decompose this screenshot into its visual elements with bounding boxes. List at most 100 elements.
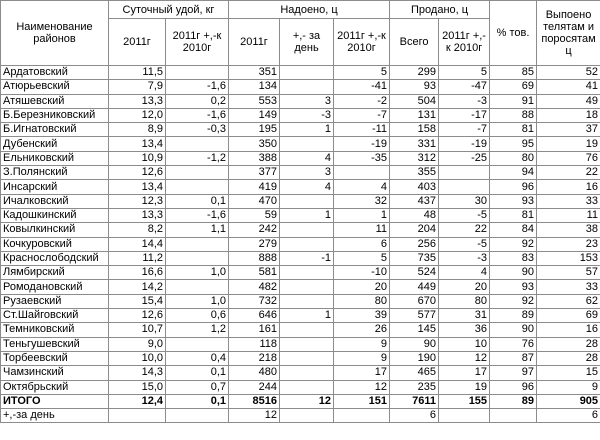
report-table: Наименование районов Суточный удой, кг Н… <box>0 0 600 424</box>
value-cell <box>165 336 229 352</box>
value-cell <box>279 193 334 209</box>
value-cell: 299 <box>389 64 440 81</box>
value-cell: -3 <box>279 107 334 124</box>
district-cell: Кочкуровский <box>0 236 109 252</box>
value-cell <box>165 236 229 252</box>
value-cell: 84 <box>489 222 538 238</box>
value-cell: 8,2 <box>108 222 166 238</box>
value-cell: 4 <box>438 265 491 281</box>
value-cell: 5 <box>438 64 491 81</box>
value-cell: 41 <box>536 79 600 95</box>
value-cell: -5 <box>438 207 491 224</box>
value-cell: 11 <box>536 207 600 224</box>
value-cell: 449 <box>389 279 440 295</box>
value-cell: 732 <box>228 293 280 310</box>
value-cell: -19 <box>438 136 491 152</box>
value-cell: 553 <box>228 93 280 109</box>
value-cell <box>332 165 391 181</box>
table-row: Кочкуровский 14,4 279 6 256 -5 92 23 <box>0 236 600 252</box>
value-cell: 26 <box>332 322 391 338</box>
value-cell: 11,2 <box>108 250 166 267</box>
value-cell: 22 <box>536 165 600 181</box>
value-cell: 6 <box>536 408 600 424</box>
value-cell: -1,6 <box>165 79 229 95</box>
value-cell: 89 <box>489 393 538 410</box>
value-cell: -2 <box>332 93 391 109</box>
value-cell: 7,9 <box>108 79 166 95</box>
district-cell: Б.Березниковский <box>0 107 109 124</box>
value-cell: 13,3 <box>108 207 166 224</box>
value-cell: 279 <box>228 236 280 252</box>
district-cell: Темниковский <box>0 322 109 338</box>
value-cell: 14,4 <box>108 236 166 252</box>
value-cell <box>279 136 334 152</box>
value-cell: 49 <box>536 93 600 109</box>
table-row: Рузаевский 15,4 1,0 732 80 670 80 92 62 <box>0 293 600 310</box>
value-cell <box>165 279 229 295</box>
value-cell: 13,3 <box>108 93 166 109</box>
value-cell: -19 <box>332 136 391 152</box>
value-cell: 80 <box>489 150 538 167</box>
value-cell: 151 <box>332 393 391 410</box>
district-cell: Теньгушевский <box>0 336 109 352</box>
value-cell: 5 <box>332 64 391 81</box>
value-cell: 577 <box>389 308 440 324</box>
value-cell: 31 <box>438 308 491 324</box>
value-cell: 12,4 <box>108 393 166 410</box>
value-cell: 52 <box>536 64 600 81</box>
value-cell: 12,6 <box>108 165 166 181</box>
value-cell: 218 <box>228 350 280 367</box>
table-row: Б.Игнатовский 8,9 -0,3 195 1 -11 158 -7 81 37 <box>0 122 600 138</box>
value-cell <box>438 165 491 181</box>
value-cell <box>489 408 538 424</box>
value-cell: 15,0 <box>108 379 166 395</box>
value-cell: 670 <box>389 293 440 310</box>
value-cell: 59 <box>228 207 280 224</box>
value-cell: 6 <box>332 236 391 252</box>
value-cell: 76 <box>536 150 600 167</box>
district-cell: Ромодановский <box>0 279 109 295</box>
value-cell: 0,1 <box>165 193 229 209</box>
table-row: Атяшевский 13,3 0,2 553 3 -2 504 -3 91 49 <box>0 93 600 109</box>
header-cell: Выпоено телятам и поросятам ц <box>536 0 600 66</box>
district-cell: Инсарский <box>0 179 109 195</box>
value-cell: 1 <box>279 207 334 224</box>
value-cell: 97 <box>489 365 538 381</box>
value-cell: 465 <box>389 365 440 381</box>
value-cell: 419 <box>228 179 280 195</box>
table-row: Дубенский 13,4 350 -19 331 -19 95 19 <box>0 136 600 152</box>
sub-header-cell: +,- за день <box>279 18 334 66</box>
value-cell: -0,3 <box>165 122 229 138</box>
table-row: Теньгушевский 9,0 118 9 90 10 76 28 <box>0 336 600 352</box>
value-cell: 235 <box>389 379 440 395</box>
value-cell: -47 <box>438 79 491 95</box>
value-cell: 95 <box>489 136 538 152</box>
district-cell: Ковылкинский <box>0 222 109 238</box>
value-cell: 12 <box>332 379 391 395</box>
table-row: +,-за день 12 6 6 <box>0 408 600 424</box>
sub-header-cell: 2011г +,-к 2010г <box>438 18 491 66</box>
value-cell: 18 <box>536 107 600 124</box>
table-row: ИТОГО 12,4 0,1 8516 12 151 7611 155 89 905 <box>0 393 600 410</box>
value-cell: 13,4 <box>108 179 166 195</box>
value-cell: 1,0 <box>165 293 229 310</box>
value-cell: 131 <box>389 107 440 124</box>
value-cell: 10 <box>438 336 491 352</box>
value-cell: 735 <box>389 250 440 267</box>
value-cell: 69 <box>536 308 600 324</box>
value-cell <box>108 408 166 424</box>
value-cell: 23 <box>536 236 600 252</box>
value-cell: 4 <box>332 179 391 195</box>
value-cell: -10 <box>332 265 391 281</box>
table-row: Атюрьевский 7,9 -1,6 134 -41 93 -47 69 41 <box>0 79 600 95</box>
value-cell <box>279 379 334 395</box>
table-row: Ельниковский 10,9 -1,2 388 4 -35 312 -25 80 76 <box>0 150 600 167</box>
value-cell: 93 <box>489 193 538 209</box>
table-row: Ардатовский 11,5 351 5 299 5 85 52 <box>0 64 600 81</box>
value-cell: 19 <box>536 136 600 152</box>
sub-header-cell: 2011г +,-к 2010г <box>332 18 391 66</box>
value-cell: 81 <box>489 207 538 224</box>
value-cell: 10,9 <box>108 150 166 167</box>
value-cell <box>279 350 334 367</box>
value-cell: 89 <box>489 308 538 324</box>
